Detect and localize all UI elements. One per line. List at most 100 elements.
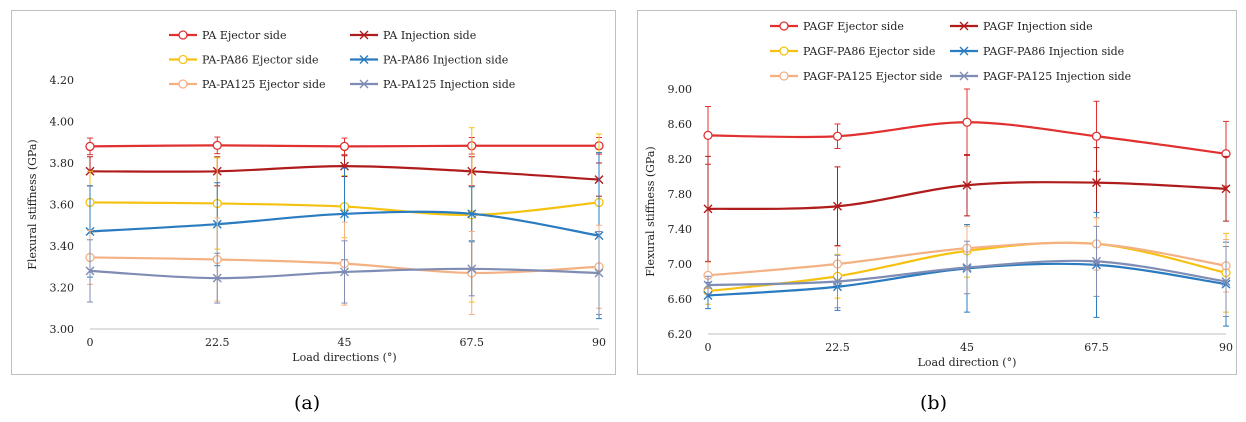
legend-label: PA-PA86 Injection side [383,54,508,67]
y-tick-label: 8.60 [668,118,693,131]
legend-item: PAGF Ejector side [770,20,904,33]
x-axis-title: Load direction (°) [918,356,1017,369]
x-tick-label: 45 [960,341,974,354]
y-tick-label: 3.60 [50,199,75,212]
series-2 [703,147,1231,262]
y-tick-label: 8.20 [668,153,693,166]
legend-label: PAGF-PA125 Ejector side [803,70,942,83]
legend-item: PA-PA125 Injection side [350,78,515,91]
legend-label: PAGF Injection side [983,20,1093,33]
legend-label: PAGF-PA86 Injection side [983,45,1124,58]
chart-a: 3.00 3.20 3.40 3.60 3.80 4.00 4.20 0 22.5 45 67.5 9… [26,29,606,364]
x-tick-label: 67.5 [460,336,485,349]
legend-swatch-marker [178,30,188,40]
data-point [1091,131,1102,141]
data-point [833,277,842,286]
data-point [703,291,713,300]
data-point [1092,256,1101,266]
caption-a: (a) [294,392,321,414]
legend-label: PA-PA86 Ejector side [202,54,319,67]
y-tick-label: 6.20 [668,328,693,341]
legend-swatch-marker [959,21,969,31]
x-tick-label: 45 [338,336,352,349]
legend-item: PA-PA86 Injection side [350,54,508,67]
y-tick-label: 7.00 [668,258,693,271]
data-point [703,130,713,141]
y-tick-label: 3.80 [50,157,75,170]
legend-swatch-marker [178,79,188,89]
y-axis-title: Flexural stiffness (GPa) [644,146,657,276]
y-tick-label: 4.20 [50,74,75,87]
data-point [703,280,713,290]
legend-swatch-marker [779,46,789,56]
data-point [339,141,350,152]
legend-swatch-marker [359,30,369,40]
data-point [962,117,972,127]
legend-swatch-marker [359,55,369,64]
y-tick-label: 4.00 [50,116,75,129]
y-tick-label: 9.00 [668,83,693,96]
legend-label: PAGF Ejector side [803,20,904,33]
legend-item: PA-PA125 Ejector side [169,78,326,91]
legend-label: PA Injection side [383,29,476,42]
x-axis-title: Load directions (°) [292,351,396,364]
data-point [594,268,604,278]
series-1 [85,136,604,156]
data-point [467,209,477,219]
legend-item: PAGF-PA86 Ejector side [770,45,935,58]
legend-label: PA-PA125 Ejector side [202,78,326,91]
y-tick-label: 7.40 [668,223,693,236]
series-6 [703,225,1231,317]
x-tick-label: 90 [1219,341,1233,354]
legend-item: PAGF-PA86 Injection side [950,45,1124,58]
data-point [833,201,842,211]
chart-b: 6.20 6.60 7.00 7.40 7.80 8.20 8.60 9.00 0 22.5 45 6… [644,20,1233,369]
data-point [1092,178,1101,188]
legend-label: PAGF-PA86 Ejector side [803,45,935,58]
y-axis-title: Flexural stiffness (GPa) [26,139,39,269]
y-tick-label: 3.20 [50,282,75,295]
data-point [1221,184,1231,194]
legend-item: PA Injection side [350,29,476,42]
data-point [85,141,95,152]
chart-panel-b: 6.20 6.60 7.00 7.40 7.80 8.20 8.60 9.00 0 22.5 45 6… [637,10,1237,375]
legend-label: PA-PA125 Injection side [383,78,515,91]
x-tick-label: 0 [87,336,94,349]
chart-panel-a: 3.00 3.20 3.40 3.60 3.80 4.00 4.20 0 22.5 45 67.5 9… [11,10,616,375]
data-point [340,267,349,277]
legend-swatch-marker [359,79,369,89]
data-point [85,266,95,276]
legend-label: PAGF-PA125 Injection side [983,70,1131,83]
caption-b: (b) [920,392,947,414]
x-tick-label: 67.5 [1084,341,1109,354]
legend-item: PAGF-PA125 Injection side [950,70,1131,83]
legend-item: PAGF Injection side [950,20,1093,33]
legend-swatch-marker [959,71,969,81]
y-tick-label: 6.60 [668,293,693,306]
y-tick-label: 7.80 [668,188,693,201]
legend-item: PA-PA86 Ejector side [169,54,319,67]
data-point [212,140,222,151]
legend-swatch-marker [779,71,789,81]
legend-swatch-marker [959,46,969,56]
data-point [962,180,972,190]
y-tick-label: 3.00 [50,323,75,336]
series-6 [85,230,604,315]
data-point [962,263,972,272]
data-point [212,273,222,283]
data-point [1221,277,1231,286]
data-point [340,209,349,219]
x-tick-label: 0 [705,341,712,354]
data-point [703,204,713,214]
legend-item: PAGF-PA125 Ejector side [770,70,942,83]
legend-item: PA Ejector side [169,29,286,42]
y-tick-label: 3.40 [50,240,75,253]
legend-swatch-marker [779,21,789,31]
legend-label: PA Ejector side [202,29,286,42]
x-tick-label: 22.5 [205,336,230,349]
legend-swatch-marker [178,54,188,65]
data-point [340,161,349,171]
data-point [832,131,843,141]
data-point [467,264,477,274]
x-tick-label: 90 [592,336,606,349]
